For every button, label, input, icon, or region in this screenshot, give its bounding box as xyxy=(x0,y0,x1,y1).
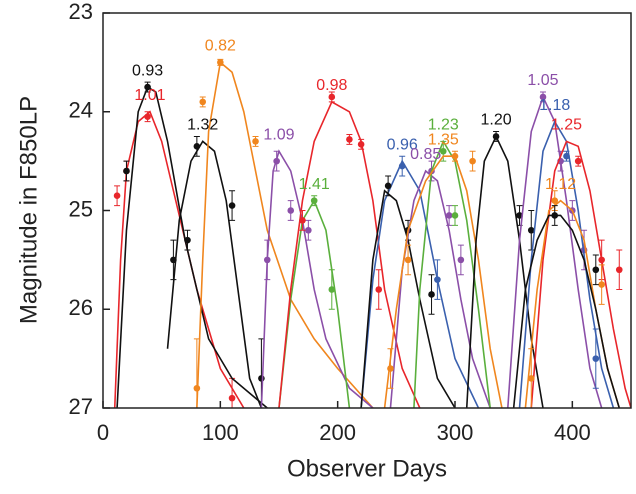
redshift-label: 1.18 xyxy=(539,97,570,114)
y-tick-label: 27 xyxy=(69,394,93,419)
data-point xyxy=(384,182,392,190)
redshift-label: 1.32 xyxy=(187,117,218,134)
data-point xyxy=(228,202,236,209)
light-curve xyxy=(383,155,503,408)
light-curve xyxy=(507,94,603,408)
light-curve xyxy=(465,134,544,408)
data-point xyxy=(328,286,336,293)
light-curve xyxy=(512,214,621,408)
data-point xyxy=(273,157,280,165)
data-point xyxy=(310,197,318,204)
data-point xyxy=(346,136,353,143)
x-tick-label: 400 xyxy=(554,420,591,445)
data-point xyxy=(574,157,582,165)
data-point xyxy=(398,162,406,170)
data-point xyxy=(451,152,459,160)
data-point xyxy=(193,143,201,150)
light-curve xyxy=(166,140,263,408)
y-tick-label: 23 xyxy=(69,0,93,24)
data-point xyxy=(258,375,265,382)
data-point xyxy=(144,113,151,120)
redshift-label: 1.35 xyxy=(428,131,459,148)
data-point xyxy=(170,256,177,264)
y-tick-label: 24 xyxy=(69,98,93,123)
data-point xyxy=(457,256,465,264)
redshift-label: 1.12 xyxy=(545,176,576,193)
x-tick-label: 300 xyxy=(437,420,474,445)
data-point xyxy=(184,236,191,244)
data-point xyxy=(527,226,535,234)
data-point xyxy=(305,226,312,234)
data-point xyxy=(598,281,605,288)
data-point xyxy=(492,133,500,140)
light-curve xyxy=(360,159,480,408)
data-point xyxy=(592,355,600,362)
plot-area xyxy=(113,58,631,408)
data-point xyxy=(113,192,121,199)
redshift-label: 0.93 xyxy=(132,62,163,79)
data-point xyxy=(199,98,207,106)
data-point xyxy=(404,256,412,264)
redshift-label: 0.98 xyxy=(316,77,347,94)
data-point xyxy=(228,394,236,402)
redshift-label: 1.09 xyxy=(263,126,294,143)
light-curve xyxy=(196,60,374,408)
data-point xyxy=(439,147,447,155)
redshift-label: 1.23 xyxy=(428,117,459,134)
data-point xyxy=(434,276,441,283)
data-point xyxy=(551,212,559,219)
redshift-label: 0.85 xyxy=(410,146,441,163)
data-point xyxy=(217,59,224,66)
data-point xyxy=(193,384,201,392)
redshift-label: 1.05 xyxy=(527,72,558,89)
data-point xyxy=(469,157,476,165)
x-tick-label: 200 xyxy=(319,420,356,445)
data-point xyxy=(551,197,559,204)
redshift-label: 1.01 xyxy=(134,87,165,104)
data-point xyxy=(144,83,151,91)
data-point xyxy=(592,266,600,274)
data-point xyxy=(615,266,623,274)
data-point xyxy=(263,256,271,264)
data-point xyxy=(428,291,435,298)
data-point xyxy=(516,212,523,219)
light-curve xyxy=(278,100,421,408)
y-axis-label: Magnitude in F850LP xyxy=(15,96,42,324)
data-point xyxy=(123,167,130,175)
light-curve xyxy=(413,139,491,408)
light-curve xyxy=(116,85,268,408)
light-curve xyxy=(260,149,374,408)
data-point xyxy=(357,141,365,148)
data-point xyxy=(375,286,383,293)
data-point xyxy=(328,93,336,101)
data-point xyxy=(598,256,605,264)
redshift-label: 1.20 xyxy=(480,112,511,129)
data-point xyxy=(527,375,535,382)
data-point xyxy=(539,93,547,101)
data-point xyxy=(252,138,259,145)
x-tick-label: 100 xyxy=(202,420,239,445)
data-point xyxy=(563,152,570,160)
redshift-label: 1.41 xyxy=(299,176,330,193)
redshift-label: 0.82 xyxy=(205,38,236,55)
data-point xyxy=(287,207,295,214)
light-curve xyxy=(113,110,245,408)
y-tick-label: 25 xyxy=(69,196,93,221)
data-point xyxy=(451,212,459,219)
y-tick-label: 26 xyxy=(69,295,93,320)
data-point xyxy=(445,212,453,219)
x-axis-label: Observer Days xyxy=(287,455,447,482)
redshift-label: 0.96 xyxy=(387,136,418,153)
light-curve xyxy=(360,189,456,408)
x-tick-label: 0 xyxy=(97,420,109,445)
data-point xyxy=(387,365,394,372)
redshift-label: 1.25 xyxy=(551,117,582,134)
data-point xyxy=(299,217,306,224)
